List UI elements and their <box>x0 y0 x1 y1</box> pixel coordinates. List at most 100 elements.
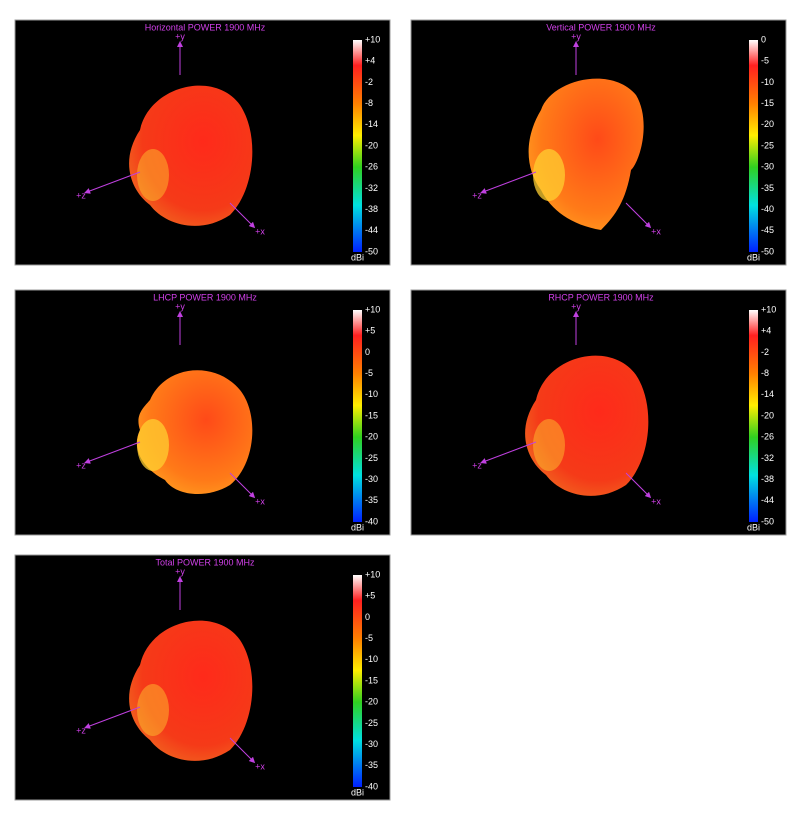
colorbar-tick-label: -38 <box>365 204 378 214</box>
colorbar-tick-label: +5 <box>365 326 375 336</box>
colorbar-tick-label: -50 <box>761 246 774 256</box>
colorbar-tick-label: -32 <box>365 183 378 193</box>
colorbar <box>353 575 362 787</box>
z-axis-label: +z <box>76 190 86 200</box>
colorbar-tick-label: -38 <box>761 474 774 484</box>
colorbar-unit: dBi <box>351 787 364 797</box>
colorbar-tick-label: -15 <box>365 410 378 420</box>
colorbar-tick-label: +5 <box>365 591 375 601</box>
radiation-pattern <box>525 355 649 496</box>
radiation-pattern <box>136 370 253 495</box>
y-axis-label: +y <box>175 566 185 576</box>
z-axis-label: +z <box>472 460 482 470</box>
colorbar-tick-label: +4 <box>761 326 771 336</box>
colorbar-tick-label: -5 <box>761 56 769 66</box>
colorbar-tick-label: -32 <box>761 453 774 463</box>
colorbar-tick-label: -35 <box>365 495 378 505</box>
x-axis <box>229 472 256 499</box>
colorbar <box>353 310 362 522</box>
colorbar-tick-label: -8 <box>761 368 769 378</box>
colorbar-tick-label: -44 <box>761 495 774 505</box>
x-axis-label: +x <box>255 226 265 236</box>
colorbar-tick-label: 0 <box>365 347 370 357</box>
colorbar-unit: dBi <box>747 252 760 262</box>
z-axis-label: +z <box>76 460 86 470</box>
x-axis <box>229 737 256 764</box>
colorbar <box>749 40 758 252</box>
panel-title: Total POWER 1900 MHz <box>155 557 255 567</box>
colorbar-tick-label: -20 <box>365 697 378 707</box>
colorbar-tick-label: -20 <box>365 432 378 442</box>
colorbar-unit: dBi <box>351 522 364 532</box>
colorbar-tick-label: -10 <box>365 654 378 664</box>
pattern-highlight <box>137 149 169 201</box>
colorbar-tick-label: -30 <box>761 162 774 172</box>
colorbar-tick-label: -40 <box>365 516 378 526</box>
colorbar-tick-label: -50 <box>761 516 774 526</box>
pattern-highlight <box>533 419 565 471</box>
x-axis <box>625 202 652 229</box>
radiation-pattern <box>129 620 253 761</box>
z-axis <box>84 441 141 464</box>
colorbar <box>353 40 362 252</box>
colorbar-tick-label: -20 <box>365 140 378 150</box>
pattern-highlight <box>137 684 169 736</box>
colorbar-tick-label: -14 <box>761 389 774 399</box>
colorbar-tick-label: -2 <box>761 347 769 357</box>
panel-title: Horizontal POWER 1900 MHz <box>145 22 266 32</box>
colorbar-tick-label: -15 <box>761 98 774 108</box>
colorbar-tick-label: -20 <box>761 119 774 129</box>
colorbar-tick-label: -25 <box>761 140 774 150</box>
colorbar-tick-label: -20 <box>761 410 774 420</box>
colorbar-tick-label: -40 <box>365 781 378 791</box>
colorbar-tick-label: +10 <box>365 569 380 579</box>
pattern-panel: Horizontal POWER 1900 MHz+y +z +x +10 +4 -2 -8… <box>14 19 391 266</box>
colorbar-tick-label: 0 <box>761 34 766 44</box>
pattern-highlight <box>533 149 565 201</box>
colorbar-tick-label: -45 <box>761 225 774 235</box>
colorbar-tick-label: -30 <box>365 739 378 749</box>
colorbar-tick-label: -10 <box>365 389 378 399</box>
colorbar-tick-label: +10 <box>365 304 380 314</box>
y-axis-label: +y <box>175 31 185 41</box>
colorbar-tick-label: -10 <box>761 77 774 87</box>
colorbar-tick-label: -5 <box>365 633 373 643</box>
colorbar-tick-label: -35 <box>761 183 774 193</box>
x-axis <box>229 202 256 229</box>
x-axis-label: +x <box>255 496 265 506</box>
radiation-pattern <box>129 85 253 226</box>
colorbar-tick-label: -15 <box>365 675 378 685</box>
colorbar-tick-label: -26 <box>365 162 378 172</box>
pattern-panel: RHCP POWER 1900 MHz+y +z +x +10 +4 -2 -8 -14 -20… <box>410 289 787 536</box>
z-axis <box>480 171 537 194</box>
z-axis-label: +z <box>76 725 86 735</box>
z-axis <box>84 171 141 194</box>
z-axis-label: +z <box>472 190 482 200</box>
z-axis <box>480 441 537 464</box>
pattern-highlight <box>137 419 169 471</box>
x-axis-label: +x <box>651 226 661 236</box>
colorbar-tick-label: -8 <box>365 98 373 108</box>
pattern-panel: Vertical POWER 1900 MHz+y +z +x 0 -5 -10 -15 -2… <box>410 19 787 266</box>
colorbar-unit: dBi <box>747 522 760 532</box>
colorbar-tick-label: -25 <box>365 718 378 728</box>
panel-title: RHCP POWER 1900 MHz <box>548 292 654 302</box>
colorbar-tick-label: 0 <box>365 612 370 622</box>
colorbar <box>749 310 758 522</box>
y-axis-label: +y <box>175 301 185 311</box>
x-axis-label: +x <box>255 761 265 771</box>
colorbar-tick-label: -40 <box>761 204 774 214</box>
pattern-panel: LHCP POWER 1900 MHz+y +z +x +10 +5 0 -5 -10 -15 -… <box>14 289 391 536</box>
pattern-panel: Total POWER 1900 MHz+y +z +x +10 +5 0 -5 -10 -15… <box>14 554 391 801</box>
colorbar-tick-label: -26 <box>761 432 774 442</box>
colorbar-tick-label: -44 <box>365 225 378 235</box>
x-axis-label: +x <box>651 496 661 506</box>
colorbar-tick-label: -25 <box>365 453 378 463</box>
colorbar-tick-label: -50 <box>365 246 378 256</box>
z-axis <box>84 706 141 729</box>
colorbar-tick-label: +4 <box>365 56 375 66</box>
y-axis-label: +y <box>571 31 581 41</box>
colorbar-tick-label: +10 <box>365 34 380 44</box>
